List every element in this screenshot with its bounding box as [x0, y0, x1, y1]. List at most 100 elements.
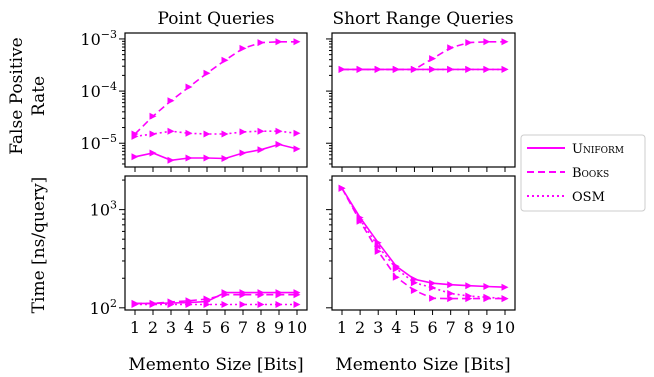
x-tick-label: 3: [373, 318, 383, 337]
data-point-osm: [167, 301, 175, 308]
y-tick-label: 10−4: [80, 80, 117, 101]
data-point-books: [203, 295, 211, 303]
data-point-osm: [392, 265, 400, 273]
data-point-osm: [483, 293, 491, 301]
data-point-osm: [483, 65, 491, 73]
data-point-osm: [275, 127, 283, 135]
data-point-osm: [410, 279, 418, 287]
data-point-books: [410, 287, 418, 294]
x-tick-label: 5: [202, 318, 212, 337]
y-tick-label: 102: [90, 297, 117, 318]
data-point-books: [374, 247, 382, 255]
series-line-osm: [341, 187, 506, 300]
series-line-books: [342, 41, 505, 71]
data-point-osm: [374, 65, 382, 73]
data-point-osm: [447, 65, 455, 73]
data-point-uniform: [275, 140, 283, 148]
data-point-osm: [501, 295, 509, 303]
data-point-books: [239, 44, 247, 52]
legend: Uniform Books OSM: [520, 134, 646, 212]
series-line-uniform: [134, 143, 298, 162]
series-line-uniform: [341, 187, 506, 288]
y-tick-label: 10−5: [80, 132, 117, 153]
panel-frame: [124, 175, 308, 311]
panel-frame: [124, 32, 308, 168]
data-point-books: [465, 39, 473, 47]
data-point-books: [275, 291, 283, 299]
panel-title-range: Short Range Queries: [332, 9, 513, 29]
series-line-books: [134, 41, 297, 135]
data-point-osm: [257, 127, 265, 135]
data-point-uniform: [447, 281, 455, 289]
data-point-osm: [221, 130, 229, 138]
x-tick-label: 6: [220, 318, 230, 337]
panel-2: [326, 32, 516, 172]
x-tick-label: 9: [274, 318, 284, 337]
data-point-uniform: [239, 149, 247, 157]
data-point-osm: [257, 301, 265, 308]
data-point-books: [185, 83, 193, 91]
data-point-uniform: [185, 154, 193, 162]
data-point-books: [447, 295, 455, 303]
data-point-osm: [429, 65, 437, 73]
data-point-osm: [149, 130, 157, 138]
data-point-osm: [374, 243, 382, 251]
data-point-books: [293, 38, 301, 46]
legend-label-uniform: Uniform: [572, 142, 624, 157]
series-line-books: [135, 293, 297, 305]
data-point-osm: [131, 132, 139, 140]
data-point-uniform: [149, 149, 157, 157]
data-point-osm: [501, 65, 509, 73]
data-point-osm: [203, 301, 211, 308]
panel-4: 1 2 3 4 5 6 7 8 9 10: [326, 175, 516, 337]
panel-3: 102 103 1 2 3 4 5 6 7 8 9 10: [90, 175, 308, 337]
data-point-uniform: [501, 283, 509, 291]
data-point-osm: [410, 65, 418, 73]
data-point-osm: [149, 301, 157, 308]
panel-1: 10−5 10−4 10−3: [80, 28, 308, 172]
ylabel-top-line2: Rate: [29, 76, 49, 116]
data-point-osm: [185, 301, 193, 308]
data-point-osm: [338, 184, 346, 192]
data-point-books: [429, 55, 437, 63]
data-point-books: [149, 112, 157, 120]
y-tick-label: 10−3: [80, 28, 117, 49]
x-tick-label: 4: [391, 318, 401, 337]
data-point-uniform: [293, 145, 301, 153]
data-point-osm: [465, 292, 473, 300]
data-point-uniform: [257, 146, 265, 154]
panel-frame: [331, 175, 516, 311]
x-tick-label: 9: [482, 318, 492, 337]
data-point-books: [203, 69, 211, 77]
x-tick-label: 6: [427, 318, 437, 337]
data-point-uniform: [221, 155, 229, 162]
data-point-uniform: [429, 279, 437, 287]
data-point-osm: [239, 301, 247, 308]
data-point-books: [501, 38, 509, 46]
x-tick-label: 7: [446, 318, 456, 337]
x-tick-label: 1: [337, 318, 347, 337]
data-point-osm: [185, 129, 193, 137]
data-point-osm: [447, 290, 455, 297]
data-point-books: [293, 291, 301, 299]
data-point-uniform: [131, 153, 139, 161]
y-tick-label: 103: [90, 199, 117, 220]
ylabel-bottom: Time [ns/query]: [29, 177, 49, 314]
x-tick-label: 10: [287, 318, 307, 337]
xlabel-left: Memento Size [Bits]: [128, 355, 303, 375]
x-tick-label: 1: [130, 318, 140, 337]
data-point-osm: [131, 301, 139, 308]
data-point-books: [257, 291, 265, 299]
x-tick-label: 10: [495, 318, 515, 337]
x-tick-label: 2: [148, 318, 158, 337]
series-line-books: [341, 187, 505, 300]
data-point-books: [392, 273, 400, 281]
data-point-osm: [203, 130, 211, 138]
data-point-osm: [356, 216, 364, 224]
data-point-books: [447, 44, 455, 52]
data-point-osm: [221, 301, 229, 308]
legend-label-osm: OSM: [572, 190, 605, 205]
x-tick-label: 5: [409, 318, 419, 337]
data-point-books: [221, 56, 229, 64]
